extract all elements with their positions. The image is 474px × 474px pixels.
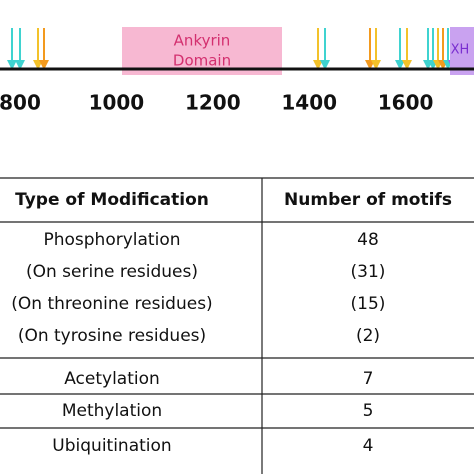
- table-cell: Acetylation: [64, 369, 160, 389]
- motif-arrowhead: [7, 60, 17, 70]
- header-cell: Type of Modification: [15, 190, 209, 210]
- table-cell: (On tyrosine residues): [18, 326, 206, 346]
- table-cell: (On threonine residues): [11, 294, 212, 314]
- motif-arrowhead: [395, 60, 405, 70]
- axis-tick-label: 1600: [378, 91, 434, 115]
- motif-arrowhead: [15, 60, 25, 70]
- motif-arrowhead: [371, 60, 381, 70]
- table-cell: 4: [363, 436, 374, 456]
- table-cell: (2): [356, 326, 380, 346]
- table-cell: Phosphorylation: [43, 230, 180, 250]
- axis-tick-label: 1000: [89, 91, 145, 115]
- domain-label: XH: [451, 43, 470, 58]
- table-cell: 7: [363, 369, 374, 389]
- header-cell: Number of motifs: [284, 190, 452, 210]
- table-cell: Ubiquitination: [52, 436, 171, 456]
- motif-arrowhead: [320, 60, 330, 70]
- ankyrin-domain-box: [122, 27, 282, 75]
- table: Type of Modification Number of motifs Phos…: [0, 177, 474, 474]
- table-cell: (31): [351, 262, 386, 282]
- table-cell: Methylation: [62, 401, 162, 421]
- motif-arrowhead: [402, 60, 412, 70]
- domain-label: Domain: [173, 52, 231, 70]
- table-cell: 48: [357, 230, 379, 250]
- table-cell: (15): [351, 294, 386, 314]
- table-cell: (On serine residues): [26, 262, 198, 282]
- table-cell: 5: [363, 401, 374, 421]
- motif-arrowhead: [39, 60, 49, 70]
- xh-domain-box: [450, 27, 474, 75]
- axis-tick-label: 1200: [185, 91, 241, 115]
- motif-arrowhead: [313, 60, 323, 70]
- domain-label: Ankyrin: [174, 32, 231, 50]
- axis-tick-label: 1400: [281, 91, 337, 115]
- axis-tick-label: 800: [0, 91, 41, 115]
